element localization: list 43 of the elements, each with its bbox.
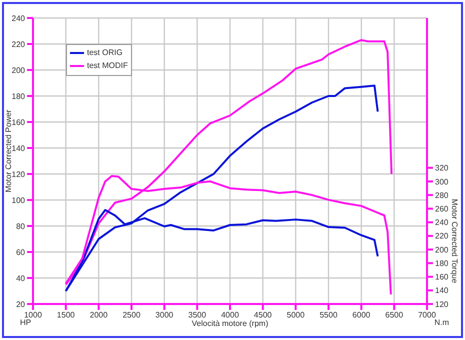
y2-axis-title: Motor Corrected Torque [450, 198, 460, 284]
x-tick-label: 3000 [155, 310, 174, 320]
y-tick-label: 20 [16, 300, 26, 309]
y-tick-label: 60 [16, 248, 26, 257]
text: N.m [434, 318, 449, 327]
y-tick-label: 120 [12, 170, 26, 179]
x-tick-label: 2000 [90, 310, 108, 320]
x-tick-label: 5000 [286, 310, 306, 320]
y-axis-title: Motor Corrected Power [4, 109, 13, 192]
y2-tick-label: 240 [435, 218, 449, 228]
x-tick-label: 1000 [24, 310, 42, 320]
legend-label: test MODIF [87, 60, 128, 71]
y2-tick-label: 320 [435, 164, 449, 173]
x-tick-label: 6000 [352, 310, 371, 320]
y-tick-label: 160 [12, 118, 26, 127]
y2-tick-label: 200 [435, 245, 449, 254]
y2-tick-label: 160 [435, 272, 449, 282]
y2-tick-label: 120 [435, 300, 449, 309]
x-tick-label: 4500 [254, 310, 272, 320]
y-tick-label: 180 [12, 92, 26, 101]
y-tick-label: 140 [12, 144, 26, 153]
x-tick-label: 3500 [188, 310, 207, 320]
y2-tick-label: 180 [435, 258, 449, 268]
y2-tick-label: 140 [435, 286, 449, 296]
y-tick-label: 80 [16, 222, 26, 231]
y-tick-label: 200 [12, 66, 26, 75]
x-axis-title: Velocità motore (rpm) [192, 319, 269, 328]
y2-tick-label: 260 [435, 204, 449, 214]
legend-label: test ORIG [87, 47, 123, 58]
x-tick-label: 5500 [320, 310, 338, 320]
y2-tick-label: 220 [435, 232, 449, 241]
x-tick-label: 1500 [56, 310, 76, 320]
y2-tick-label: 280 [435, 190, 449, 200]
text: HP [20, 318, 32, 327]
y2-tick-label: 300 [435, 177, 449, 186]
y-tick-label: 220 [12, 40, 26, 49]
y-tick-label: 40 [16, 274, 26, 283]
x-tick-label: 4000 [221, 310, 240, 320]
x-tick-label: 2500 [122, 310, 141, 320]
y-tick-label: 100 [12, 196, 26, 205]
y-tick-label: 240 [12, 14, 26, 23]
x-tick-label: 7000 [418, 310, 436, 320]
x-tick-label: 6500 [385, 310, 404, 320]
